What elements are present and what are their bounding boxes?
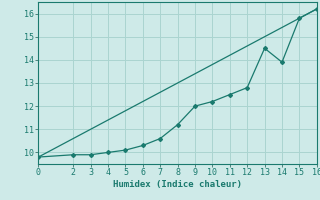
X-axis label: Humidex (Indice chaleur): Humidex (Indice chaleur) — [113, 180, 242, 189]
